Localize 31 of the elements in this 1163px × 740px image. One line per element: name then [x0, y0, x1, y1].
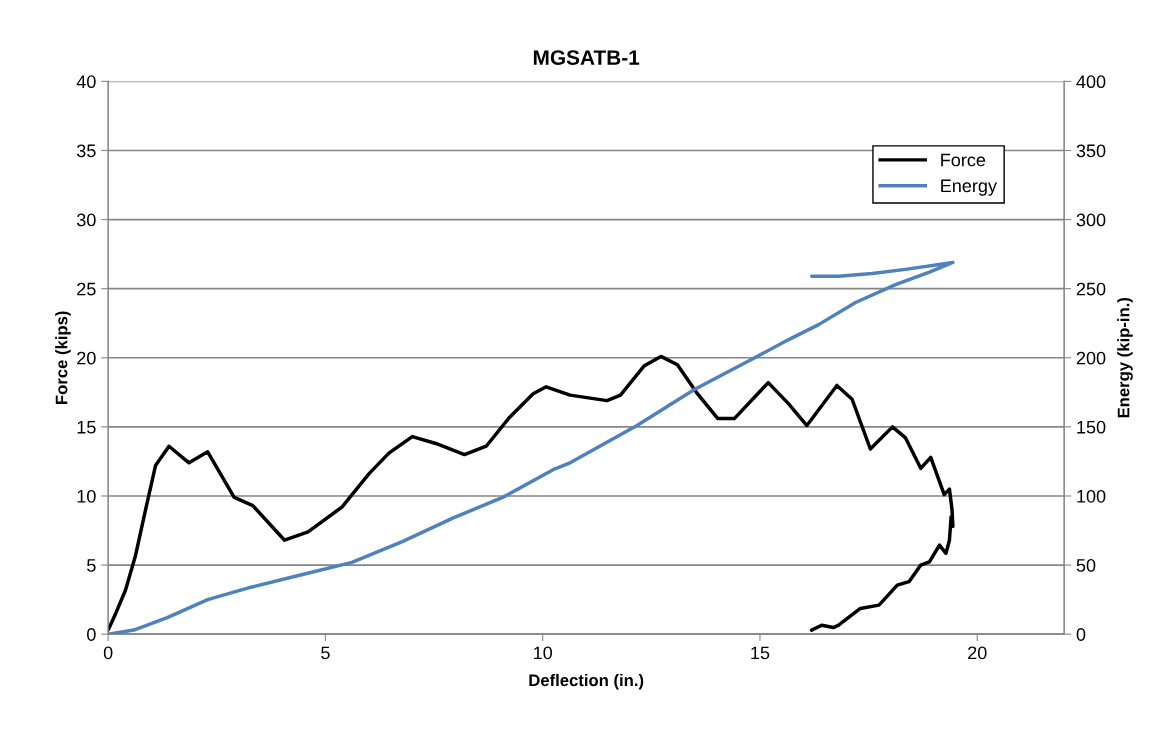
x-axis-title: Deflection (in.): [529, 673, 644, 690]
y-tick-label: 5: [87, 559, 96, 572]
y-tick-label: 10: [77, 489, 96, 503]
y2-tick-label: 300: [1076, 213, 1106, 227]
y2-tick-label: 150: [1077, 420, 1106, 434]
y2-tick-label: 200: [1076, 351, 1106, 365]
y-tick-label: 40: [76, 75, 96, 89]
y2-tick-label: 100: [1077, 489, 1106, 503]
y2-tick-label: 400: [1076, 75, 1106, 89]
y2-tick-label: 350: [1076, 144, 1106, 158]
line-series: [108, 260, 955, 635]
y2-tick-label: 50: [1076, 559, 1096, 572]
y2-tick-label: 0: [1076, 628, 1086, 641]
y2-tick-label: 250: [1076, 282, 1106, 296]
x-tick-label: 20: [968, 646, 987, 660]
x-tick-label: 0: [103, 646, 113, 660]
line-series: [108, 354, 955, 632]
y-tick-label: 35: [76, 144, 96, 158]
x-tick-label: 15: [751, 646, 770, 660]
x-tick-label: 10: [534, 646, 553, 660]
y-tick-label: 25: [77, 282, 96, 296]
y2-axis-title: Energy (kip-in.): [1117, 297, 1133, 418]
y-tick-label: 20: [77, 351, 96, 365]
y-axis-title: Force (kips): [55, 311, 71, 404]
chart-title: MGSATB-1: [533, 50, 640, 65]
y-tick-label: 30: [76, 213, 96, 227]
y-tick-label: 0: [87, 628, 96, 641]
x-tick-label: 5: [321, 646, 330, 660]
y-tick-label: 15: [77, 421, 96, 434]
legend-label: Force: [941, 153, 986, 167]
legend-label: Energy: [941, 179, 997, 196]
